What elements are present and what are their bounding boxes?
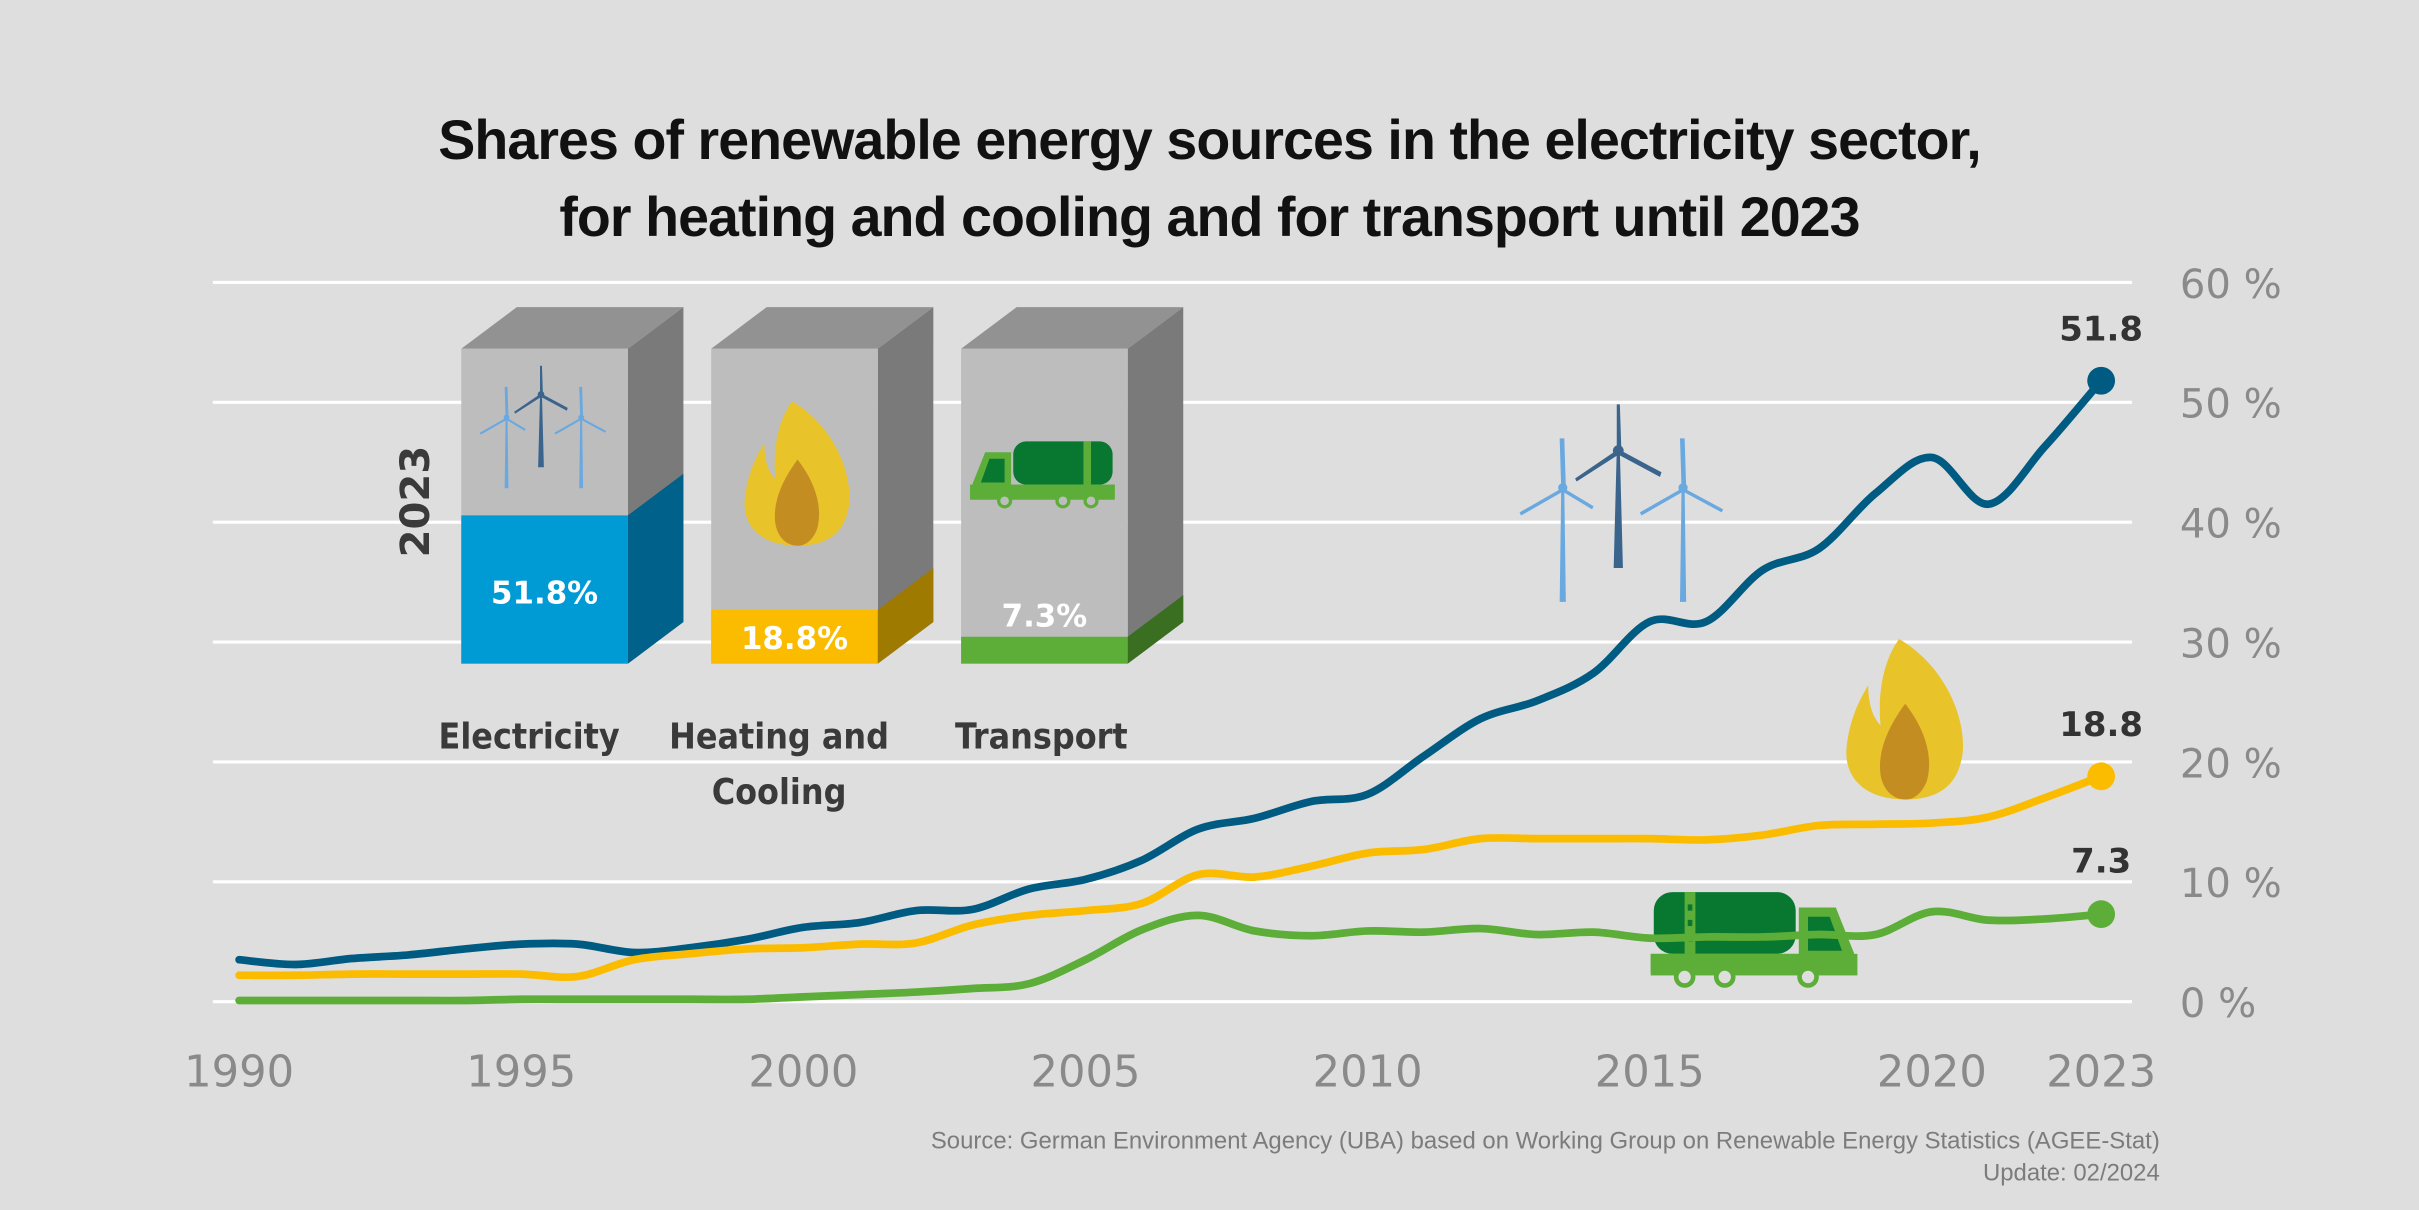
bar-top-face bbox=[711, 307, 934, 349]
inset-bar-heating: 18.8% Heating and Cooling bbox=[669, 307, 934, 813]
wind-turbines-icon bbox=[1519, 404, 1724, 602]
bar-fill-side bbox=[1127, 595, 1184, 664]
bar-fill bbox=[461, 515, 628, 664]
y-tick-label: 60 % bbox=[2180, 262, 2282, 308]
series-end-markers: 51.8 18.8 7.3 bbox=[2059, 310, 2143, 929]
bar-category-label: Heating and bbox=[669, 717, 889, 758]
y-tick-label: 20 % bbox=[2180, 741, 2282, 787]
tanker-truck-icon bbox=[1650, 892, 1858, 988]
bar-fill bbox=[711, 609, 878, 664]
y-tick-label: 10 % bbox=[2180, 861, 2282, 907]
bar-top-face bbox=[461, 307, 684, 349]
x-tick-label: 2020 bbox=[1877, 1048, 1987, 1098]
end-value-label: 7.3 bbox=[2071, 841, 2131, 881]
bar-front-face bbox=[961, 348, 1128, 664]
bar-wind-turbines-icon bbox=[479, 365, 607, 489]
bar-tanker-truck-icon bbox=[970, 441, 1115, 509]
bar-fill-side bbox=[877, 568, 934, 664]
inset-bar-transport: 7.3% Transport bbox=[955, 307, 1184, 758]
end-point-marker bbox=[2087, 900, 2116, 929]
end-point-marker bbox=[2087, 762, 2116, 791]
y-tick-label: 30 % bbox=[2180, 621, 2282, 667]
bar-top-face bbox=[961, 307, 1184, 349]
bar-value-label: 18.8% bbox=[741, 621, 848, 657]
bar-value-label: 51.8% bbox=[491, 575, 598, 611]
chart-title-line-2: for heating and cooling and for transpor… bbox=[559, 185, 1860, 249]
x-tick-label: 1995 bbox=[466, 1048, 576, 1098]
series-line-heating-cooling bbox=[235, 772, 2106, 982]
y-tick-label: 50 % bbox=[2180, 382, 2282, 428]
x-axis-ticks: 1990 1995 2000 2005 2010 2015 2020 2023 bbox=[184, 1048, 2156, 1098]
inset-year-label: 2023 bbox=[393, 446, 439, 558]
bar-side-face bbox=[877, 307, 934, 664]
series-lines bbox=[235, 376, 2106, 1005]
flame-icon bbox=[1846, 638, 1964, 800]
bar-fill-side bbox=[627, 473, 684, 664]
x-tick-label: 2005 bbox=[1031, 1048, 1141, 1098]
x-tick-label: 1990 bbox=[184, 1048, 294, 1098]
bar-category-label: Electricity bbox=[439, 717, 620, 758]
y-tick-label: 0 % bbox=[2180, 981, 2256, 1027]
series-line-transport bbox=[235, 907, 2106, 1005]
chart-title-line-1: Shares of renewable energy sources in th… bbox=[438, 108, 1981, 172]
y-axis-ticks: 0 % 10 % 20 % 30 % 40 % 50 % 60 % bbox=[2180, 262, 2282, 1027]
source-note: Source: German Environment Agency (UBA) … bbox=[930, 1128, 2160, 1155]
chart-title: Shares of renewable energy sources in th… bbox=[0, 102, 2419, 256]
bar-category-label: Transport bbox=[955, 717, 1128, 758]
bar-value-label: 7.3% bbox=[1002, 599, 1088, 635]
inset-bar-electricity: 51.8% Electricity bbox=[439, 307, 684, 758]
bar-category-label-line2: Cooling bbox=[712, 772, 847, 813]
inset-bar-chart: 2023 51.8% Electricity 18.8% Heating and Coo… bbox=[393, 307, 1184, 813]
bar-side-face bbox=[1127, 307, 1184, 664]
end-value-label: 51.8 bbox=[2059, 310, 2143, 350]
x-tick-label: 2023 bbox=[2046, 1048, 2156, 1098]
y-tick-label: 40 % bbox=[2180, 502, 2282, 548]
bar-fill bbox=[961, 636, 1128, 664]
x-tick-label: 2010 bbox=[1313, 1048, 1423, 1098]
x-tick-label: 2000 bbox=[748, 1048, 858, 1098]
bar-flame-icon bbox=[744, 401, 850, 546]
end-point-marker bbox=[2087, 366, 2116, 395]
x-tick-label: 2015 bbox=[1595, 1048, 1705, 1098]
update-note: Update: 02/2024 bbox=[1982, 1160, 2160, 1187]
series-line-electricity bbox=[235, 376, 2106, 969]
end-value-label: 18.8 bbox=[2059, 705, 2143, 745]
